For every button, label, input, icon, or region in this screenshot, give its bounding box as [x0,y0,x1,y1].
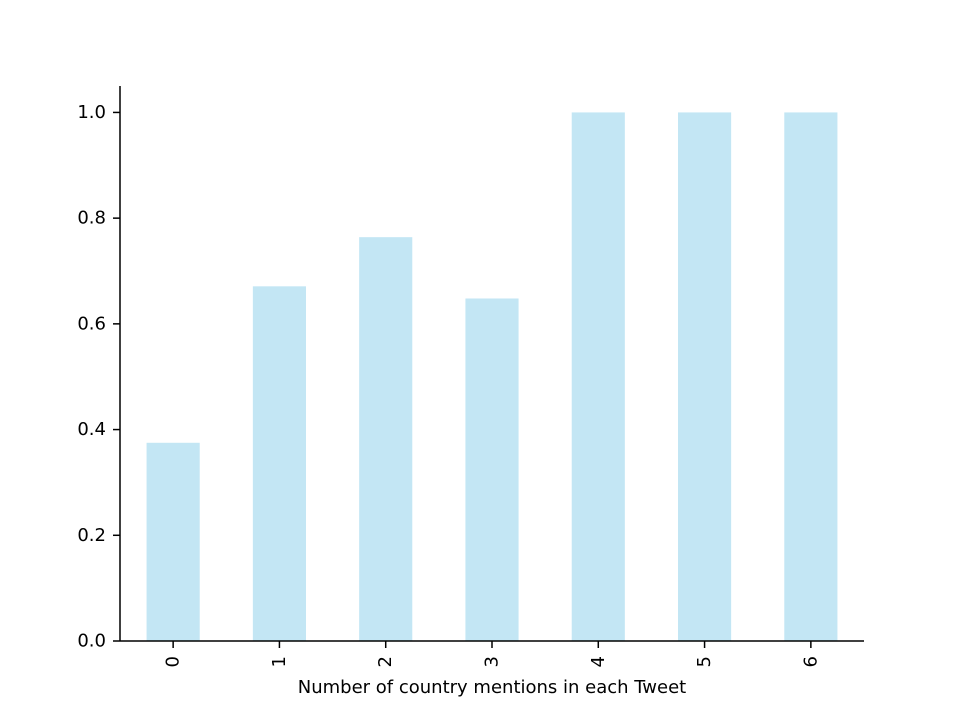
bar-1 [252,286,306,641]
bar-6 [784,112,838,641]
y-tick-label: 0.4 [77,419,106,440]
x-tick-label: 6 [800,656,821,667]
bar-4 [571,112,625,641]
x-tick-label: 3 [482,656,503,667]
y-tick-label: 1.0 [77,102,106,123]
x-ticks-group: 0 1 2 3 4 5 6 [163,641,821,667]
y-tick-label: 0.2 [77,525,106,546]
bar-0 [146,442,200,641]
bars-group [146,112,838,641]
bar-5 [678,112,732,641]
x-tick-label: 0 [163,656,184,667]
y-ticks-group: 0.0 0.2 0.4 0.6 0.8 1.0 [77,102,120,652]
bar-2 [359,237,413,641]
bar-3 [465,298,519,641]
x-axis-label: Number of country mentions in each Tweet [298,677,686,698]
x-tick-label: 4 [588,656,609,667]
y-tick-label: 0.0 [77,631,106,652]
x-tick-label: 1 [269,656,290,667]
y-tick-label: 0.8 [77,208,106,229]
y-tick-label: 0.6 [77,313,106,334]
x-tick-label: 5 [694,656,715,667]
x-tick-label: 2 [375,656,396,667]
